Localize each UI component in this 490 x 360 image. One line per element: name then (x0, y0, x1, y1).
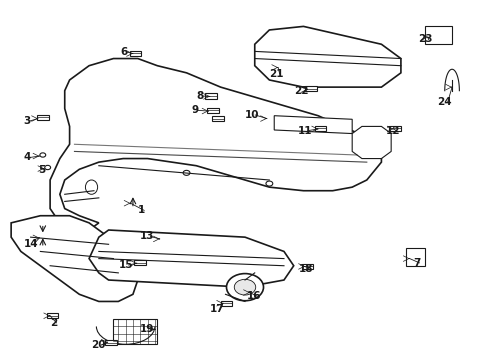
Text: 19: 19 (140, 324, 155, 334)
Bar (406, 248, 425, 266)
Circle shape (226, 274, 264, 301)
Text: 13: 13 (140, 231, 155, 242)
Text: 18: 18 (298, 264, 313, 274)
Text: 3: 3 (24, 116, 30, 126)
Bar (220, 301, 232, 306)
Bar (212, 116, 224, 121)
Polygon shape (11, 216, 138, 301)
Ellipse shape (85, 180, 98, 194)
Bar (301, 264, 313, 269)
Bar (134, 260, 146, 265)
Text: 14: 14 (24, 239, 38, 249)
Text: 2: 2 (50, 318, 57, 328)
Text: 12: 12 (386, 126, 401, 136)
Bar (207, 108, 219, 113)
Text: 23: 23 (418, 34, 433, 44)
Bar (105, 340, 117, 345)
Text: 4: 4 (24, 153, 31, 162)
Text: 6: 6 (121, 47, 128, 57)
Bar (129, 51, 141, 56)
Text: 22: 22 (294, 86, 308, 96)
Bar (114, 319, 157, 344)
Circle shape (234, 279, 256, 295)
Text: 5: 5 (38, 165, 45, 175)
Text: 1: 1 (138, 205, 145, 215)
Text: 21: 21 (270, 68, 284, 78)
Text: 8: 8 (196, 91, 203, 101)
Circle shape (40, 153, 46, 157)
Polygon shape (352, 126, 391, 158)
Bar (47, 313, 58, 318)
Circle shape (183, 170, 190, 175)
Text: 9: 9 (192, 105, 198, 115)
Text: 15: 15 (118, 260, 133, 270)
Text: 11: 11 (297, 126, 312, 136)
Bar (315, 126, 326, 131)
Bar (305, 86, 317, 91)
Text: 20: 20 (92, 340, 106, 350)
Bar (425, 26, 452, 44)
Bar (37, 115, 49, 120)
Circle shape (266, 181, 273, 186)
Text: 7: 7 (413, 258, 420, 268)
Text: 17: 17 (210, 304, 224, 314)
Circle shape (45, 165, 50, 170)
Polygon shape (89, 230, 294, 287)
Polygon shape (50, 59, 381, 230)
Bar (389, 126, 401, 131)
Text: 16: 16 (246, 291, 261, 301)
Polygon shape (274, 116, 352, 134)
Text: 10: 10 (245, 110, 260, 120)
Text: 24: 24 (438, 97, 452, 107)
Bar (205, 94, 217, 99)
Polygon shape (255, 26, 401, 87)
